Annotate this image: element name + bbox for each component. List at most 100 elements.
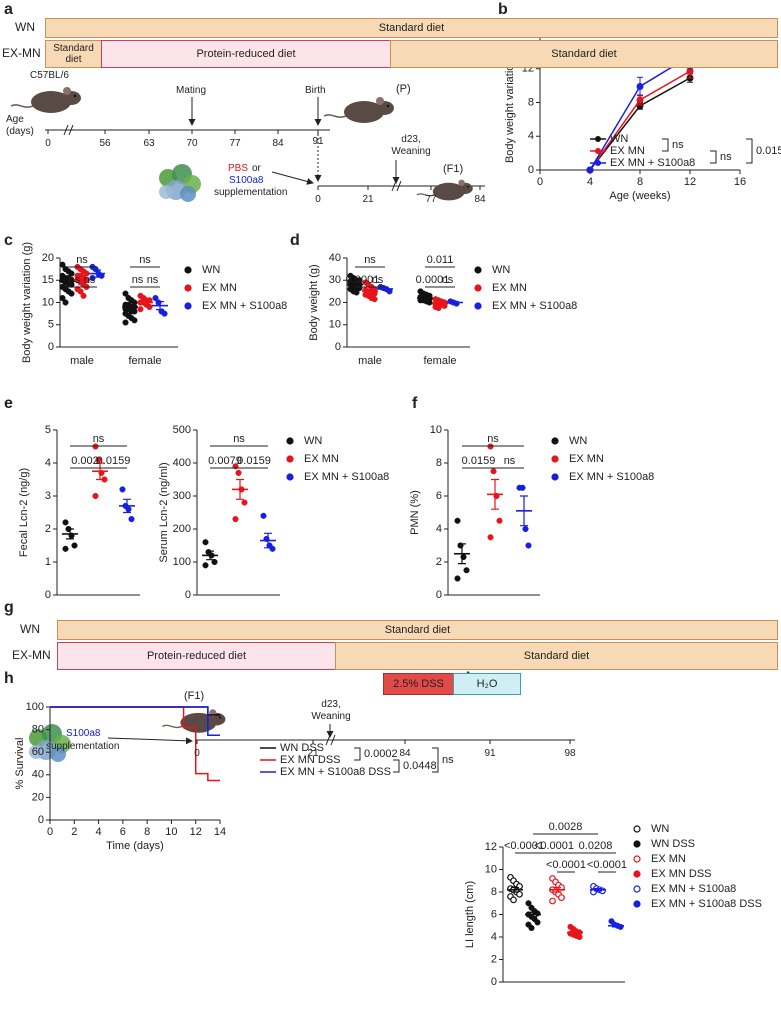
significance-label: 0.0159: [97, 455, 131, 467]
y-tick-label: 40: [329, 252, 341, 264]
error-bar: [78, 276, 86, 283]
data-point: [525, 542, 532, 549]
y-tick-label: 4: [436, 523, 442, 535]
x-tick-label: 0: [47, 826, 53, 838]
panel-label: h: [4, 670, 14, 687]
error-bar: [612, 924, 620, 928]
tick-label: 0: [45, 138, 51, 149]
legend-marker: [551, 437, 559, 445]
mouse-ear: [458, 179, 465, 186]
timeline-ticks: [317, 186, 481, 190]
x-tick-label: female: [423, 355, 456, 367]
y-axis-label: % Survival: [14, 738, 26, 790]
error-bar: [156, 301, 164, 311]
data-point: [525, 900, 532, 907]
legend-label: EX MN + S100a8: [492, 300, 577, 312]
y-tick-label: 100: [26, 701, 44, 713]
mouse-eye: [73, 94, 77, 98]
data-point: [211, 558, 218, 566]
data-point: [62, 545, 69, 552]
tick-label: 91: [484, 748, 496, 759]
mouse-eye: [218, 716, 222, 719]
error-bar: [206, 550, 214, 561]
x-tick-label: 12: [190, 826, 202, 838]
error-bar: [520, 495, 528, 527]
data-point: [202, 562, 209, 569]
generation: (P): [396, 83, 411, 95]
y-tick-label: 0: [528, 164, 534, 176]
data-point: [77, 288, 84, 295]
y-tick-label: 0: [491, 976, 497, 988]
significance-label: 0.011: [427, 254, 454, 266]
error-bar: [264, 532, 272, 549]
data-point: [119, 486, 126, 493]
significance-label: 0.0155: [756, 145, 781, 157]
y-tick-label: 80: [32, 724, 44, 736]
data-point: [371, 296, 378, 303]
significance-label: <0.0001: [587, 859, 627, 871]
mouse-tail: [323, 114, 347, 118]
mouse-tail: [416, 193, 435, 197]
y-tick-label: 30: [329, 274, 341, 286]
error-bar: [511, 886, 519, 893]
legend-marker: [633, 900, 641, 908]
data-point: [59, 261, 66, 268]
error-bar: [141, 300, 149, 305]
survival-curve: [50, 706, 220, 736]
axis-break: [391, 180, 402, 192]
data-point: [426, 299, 433, 306]
legend-marker: [633, 855, 641, 863]
significance-label: 0.0159: [462, 455, 496, 467]
diagram-g-lines: [107, 724, 575, 746]
treatment-box: H₂O: [453, 673, 521, 695]
y-axis-label: PMN (%): [409, 490, 421, 535]
legend-marker: [184, 266, 192, 274]
tick-label: 98: [564, 748, 576, 759]
data-point: [202, 539, 209, 546]
y-tick-label: 20: [32, 791, 44, 803]
row-label: EX-MN: [12, 648, 51, 662]
y-tick-label: 2: [436, 556, 442, 568]
y-tick-label: 0: [335, 341, 341, 353]
significance-bracket: [746, 138, 753, 164]
significance-label: 0.0079: [208, 455, 242, 467]
y-axis-label: Fecal Lcn-2 (ng/g): [18, 468, 30, 557]
event: Birth: [305, 85, 326, 96]
data-point: [522, 525, 529, 533]
y-tick-label: 300: [173, 490, 191, 502]
data-point: [636, 96, 644, 104]
diet-box: Standard diet: [57, 620, 778, 640]
significance-label: ns: [233, 433, 245, 445]
legend-label: EX MN DSS: [651, 868, 712, 880]
data-point: [558, 894, 565, 902]
significance-label: ns: [372, 274, 384, 286]
significance-label: 0.0002: [364, 748, 398, 760]
data-point: [269, 545, 276, 552]
data-point: [576, 933, 583, 941]
data-point: [516, 890, 523, 898]
error-bar: [96, 462, 104, 481]
significance-label: ns: [84, 274, 96, 286]
protein-blob: [29, 745, 43, 759]
mouse-body: [344, 101, 384, 123]
error-bar: [421, 296, 429, 300]
y-tick-label: 40: [32, 769, 44, 781]
tick-label: 0: [315, 194, 321, 205]
treatment-box: 2.5% DSS: [383, 673, 454, 695]
error-bar: [66, 528, 74, 540]
significance-label: ns: [442, 274, 454, 286]
tick-label: 77: [425, 194, 437, 205]
x-tick-label: male: [70, 355, 94, 367]
data-point: [131, 317, 138, 324]
y-tick-label: 10: [329, 319, 341, 331]
data-point: [59, 295, 66, 302]
axis-label: Age (days): [6, 114, 34, 137]
significance-label: ns: [442, 754, 454, 766]
y-tick-label: 6: [491, 908, 497, 920]
supplementation: supplementation: [46, 741, 120, 752]
significance-label: ns: [720, 151, 732, 163]
legend-marker: [633, 885, 641, 893]
protein-blob: [50, 746, 66, 762]
legend-marker: [474, 284, 482, 292]
error-bar: [236, 478, 244, 500]
